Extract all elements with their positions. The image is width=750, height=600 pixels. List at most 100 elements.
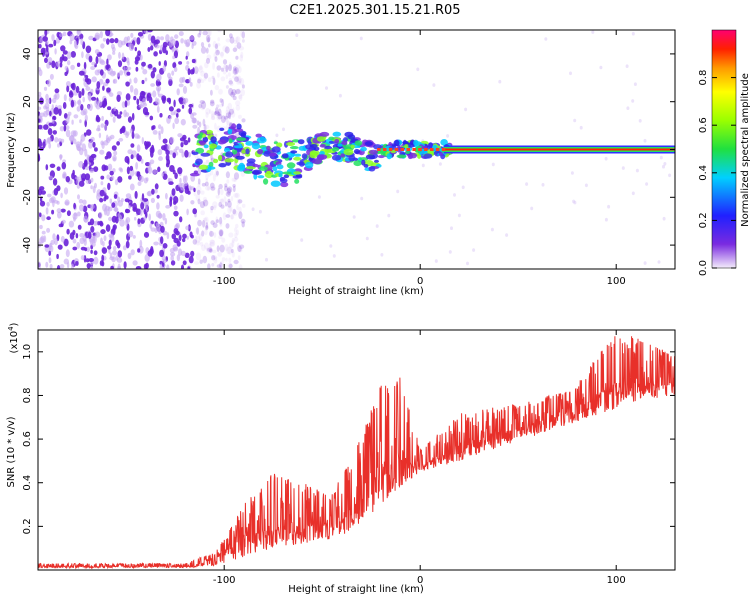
noise-speck <box>116 242 121 249</box>
noise-speck <box>139 175 144 183</box>
faint-speck <box>211 263 215 267</box>
noise-speck <box>166 264 170 269</box>
noise-speck <box>214 43 218 49</box>
noise-speck <box>143 231 150 238</box>
y-tick-label: -20 <box>22 189 33 205</box>
spectrogram-marks <box>38 30 675 269</box>
noise-speck <box>90 249 93 254</box>
spectrogram-ticks: -100 0 100 -40 -20 0 20 40 <box>22 30 675 287</box>
noise-speck <box>230 91 236 98</box>
signal-blob <box>328 136 335 141</box>
colorbar-tick-label: 0.6 <box>698 117 709 133</box>
noise-speck <box>89 204 95 210</box>
noise-speck <box>136 37 141 45</box>
noise-speck <box>203 124 207 132</box>
signal-blob <box>198 140 204 144</box>
noise-speck <box>202 199 209 207</box>
noise-speck <box>180 250 186 257</box>
faint-speck <box>225 85 229 89</box>
noise-speck <box>217 187 220 196</box>
noise-speck <box>212 255 218 260</box>
noise-speck <box>197 78 202 84</box>
noise-speck <box>99 149 105 155</box>
noise-speck <box>44 244 50 248</box>
noise-speck <box>236 198 241 205</box>
noise-speck <box>199 259 203 264</box>
signal-blob <box>227 129 233 135</box>
noise-speck <box>91 61 96 66</box>
noise-speck <box>76 30 81 35</box>
signal-blob <box>279 178 288 183</box>
faint-speck <box>591 30 595 34</box>
tone-segment <box>388 148 393 151</box>
noise-speck <box>225 74 228 79</box>
noise-speck <box>131 112 135 121</box>
faint-speck <box>643 138 647 143</box>
signal-blob <box>368 166 376 172</box>
noise-speck <box>233 68 238 75</box>
noise-speck <box>120 127 126 134</box>
noise-speck <box>118 51 121 59</box>
faint-speck <box>216 104 220 108</box>
signal-blob <box>217 139 227 145</box>
signal-blob <box>272 166 278 172</box>
noise-speck <box>141 91 146 96</box>
noise-speck <box>238 211 243 220</box>
noise-speck <box>179 177 182 184</box>
noise-speck <box>197 198 201 205</box>
noise-speck <box>88 55 93 63</box>
snr-scale-prefix: (x10 <box>9 331 20 354</box>
signal-blob <box>235 155 245 160</box>
noise-speck <box>173 205 178 211</box>
noise-speck <box>60 208 66 213</box>
noise-speck <box>110 175 115 181</box>
faint-speck <box>295 33 299 37</box>
noise-speck <box>227 200 232 208</box>
noise-speck <box>59 126 65 132</box>
noise-speck <box>205 30 211 37</box>
noise-speck <box>214 84 220 91</box>
y-tick-label: 20 <box>22 95 33 108</box>
noise-speck <box>154 44 160 49</box>
noise-speck <box>210 99 215 107</box>
noise-speck <box>233 172 240 180</box>
noise-speck <box>107 245 112 250</box>
noise-speck <box>107 163 113 171</box>
noise-speck <box>62 31 67 37</box>
faint-speck <box>448 250 452 254</box>
noise-speck <box>103 197 107 202</box>
signal-blob <box>293 156 302 161</box>
noise-speck <box>209 246 213 254</box>
noise-speck <box>219 198 224 203</box>
noise-speck <box>142 98 147 105</box>
noise-speck <box>226 118 229 125</box>
noise-speck <box>205 185 211 191</box>
noise-speck <box>85 86 91 91</box>
noise-speck <box>71 263 75 269</box>
colorbar: 0.0 0.2 0.4 0.6 0.8 Normalized spectral ampl… <box>698 29 750 276</box>
noise-speck <box>104 124 108 131</box>
noise-speck <box>165 192 168 200</box>
noise-speck <box>196 120 200 126</box>
noise-speck <box>213 258 218 264</box>
noise-speck <box>121 52 125 60</box>
noise-speck <box>64 71 68 76</box>
noise-speck <box>109 38 115 44</box>
noise-speck <box>225 223 230 229</box>
tone-segment <box>400 148 405 151</box>
noise-speck <box>81 51 84 59</box>
noise-speck <box>116 72 121 77</box>
noise-speck <box>62 173 66 179</box>
noise-speck <box>112 79 116 84</box>
snr-series-line <box>38 336 675 570</box>
tone-segment <box>430 148 434 151</box>
noise-speck <box>198 103 203 109</box>
noise-speck <box>100 181 104 186</box>
noise-speck <box>233 40 238 44</box>
noise-speck <box>229 36 235 44</box>
faint-speck <box>329 244 333 248</box>
noise-speck <box>63 258 69 265</box>
noise-speck <box>207 186 211 191</box>
spectrogram-panel: -100 0 100 -40 -20 0 20 40 Height of straight l… <box>6 29 676 297</box>
